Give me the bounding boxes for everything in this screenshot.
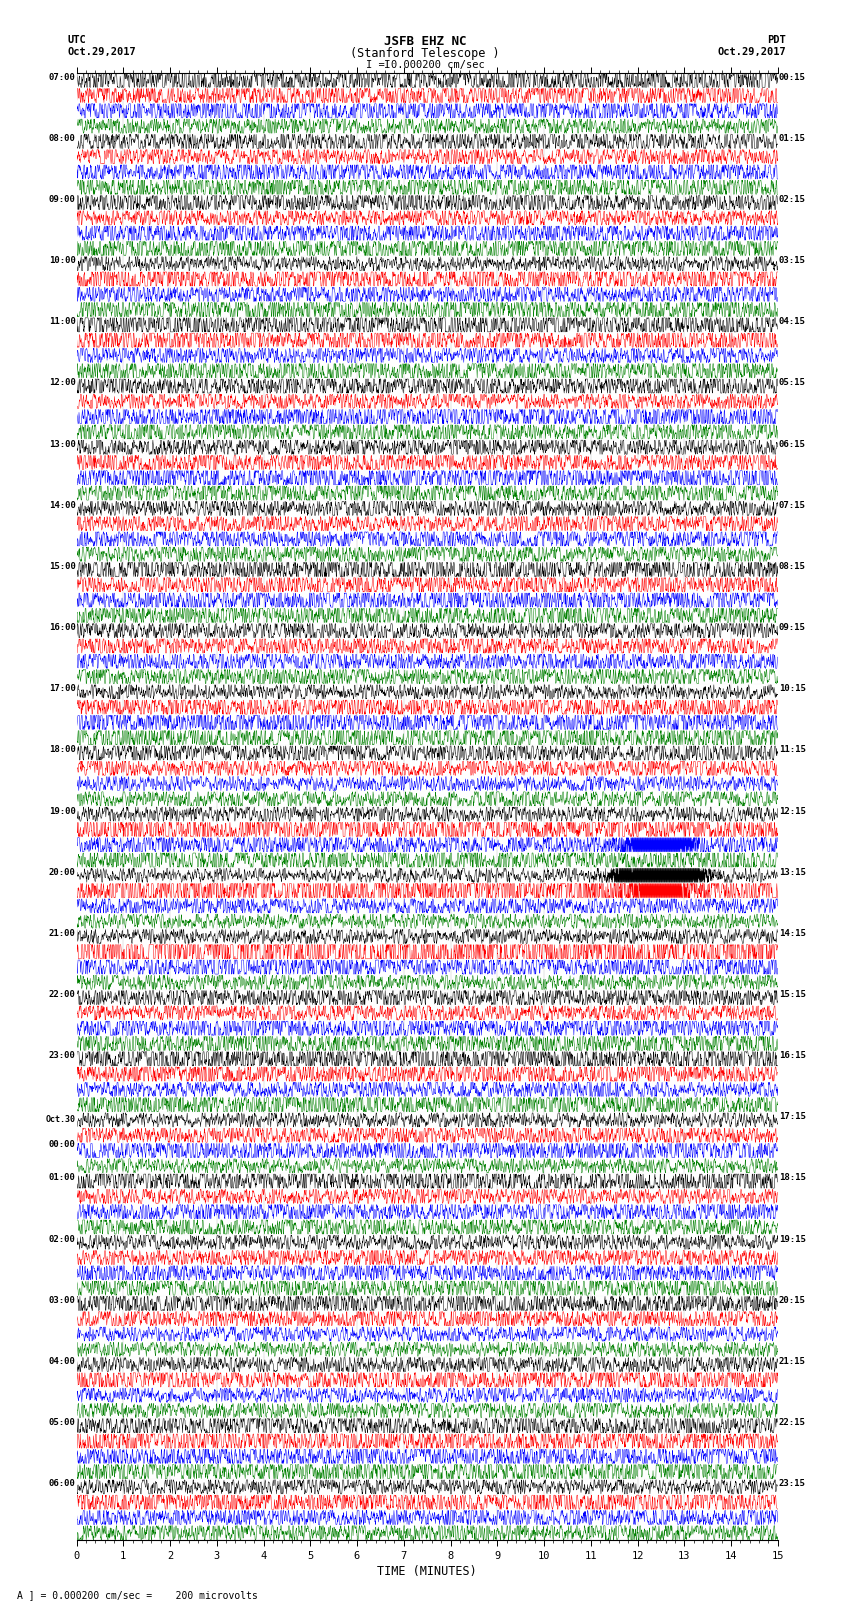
Text: 12:15: 12:15 <box>779 806 806 816</box>
Text: 20:00: 20:00 <box>48 868 76 876</box>
Text: 16:15: 16:15 <box>779 1052 806 1060</box>
Text: 00:00: 00:00 <box>48 1140 76 1148</box>
Text: 01:00: 01:00 <box>48 1174 76 1182</box>
Text: Oct.29,2017: Oct.29,2017 <box>68 47 137 56</box>
X-axis label: TIME (MINUTES): TIME (MINUTES) <box>377 1565 477 1578</box>
Text: 20:15: 20:15 <box>779 1295 806 1305</box>
Text: 22:15: 22:15 <box>779 1418 806 1428</box>
Text: 18:00: 18:00 <box>48 745 76 755</box>
Text: UTC: UTC <box>68 35 87 45</box>
Text: 13:15: 13:15 <box>779 868 806 876</box>
Text: 06:15: 06:15 <box>779 440 806 448</box>
Text: (Stanford Telescope ): (Stanford Telescope ) <box>350 47 500 60</box>
Text: 14:00: 14:00 <box>48 500 76 510</box>
Text: 04:15: 04:15 <box>779 318 806 326</box>
Text: 18:15: 18:15 <box>779 1174 806 1182</box>
Text: 05:15: 05:15 <box>779 379 806 387</box>
Text: A ] = 0.000200 cm/sec =    200 microvolts: A ] = 0.000200 cm/sec = 200 microvolts <box>17 1590 258 1600</box>
Text: 15:00: 15:00 <box>48 561 76 571</box>
Text: I: I <box>384 60 391 69</box>
Text: 19:00: 19:00 <box>48 806 76 816</box>
Text: 01:15: 01:15 <box>779 134 806 142</box>
Text: 05:00: 05:00 <box>48 1418 76 1428</box>
Text: 11:15: 11:15 <box>779 745 806 755</box>
Text: 16:00: 16:00 <box>48 623 76 632</box>
Text: 23:00: 23:00 <box>48 1052 76 1060</box>
Text: JSFB EHZ NC: JSFB EHZ NC <box>383 35 467 48</box>
Text: 17:00: 17:00 <box>48 684 76 694</box>
Text: 03:15: 03:15 <box>779 256 806 265</box>
Text: 15:15: 15:15 <box>779 990 806 998</box>
Text: I = 0.000200 cm/sec: I = 0.000200 cm/sec <box>366 60 484 69</box>
Text: 12:00: 12:00 <box>48 379 76 387</box>
Text: 10:00: 10:00 <box>48 256 76 265</box>
Text: 07:15: 07:15 <box>779 500 806 510</box>
Text: 08:15: 08:15 <box>779 561 806 571</box>
Text: 06:00: 06:00 <box>48 1479 76 1489</box>
Text: Oct.29,2017: Oct.29,2017 <box>717 47 786 56</box>
Text: 09:00: 09:00 <box>48 195 76 203</box>
Text: 04:00: 04:00 <box>48 1357 76 1366</box>
Text: 02:15: 02:15 <box>779 195 806 203</box>
Text: PDT: PDT <box>768 35 786 45</box>
Text: 11:00: 11:00 <box>48 318 76 326</box>
Text: Oct.30: Oct.30 <box>46 1115 76 1124</box>
Text: 13:00: 13:00 <box>48 440 76 448</box>
Text: 09:15: 09:15 <box>779 623 806 632</box>
Text: 02:00: 02:00 <box>48 1234 76 1244</box>
Text: 21:00: 21:00 <box>48 929 76 937</box>
Text: 23:15: 23:15 <box>779 1479 806 1489</box>
Text: 19:15: 19:15 <box>779 1234 806 1244</box>
Text: 22:00: 22:00 <box>48 990 76 998</box>
Text: 00:15: 00:15 <box>779 73 806 82</box>
Text: 03:00: 03:00 <box>48 1295 76 1305</box>
Text: 14:15: 14:15 <box>779 929 806 937</box>
Text: 10:15: 10:15 <box>779 684 806 694</box>
Text: 17:15: 17:15 <box>779 1113 806 1121</box>
Text: 08:00: 08:00 <box>48 134 76 142</box>
Text: 21:15: 21:15 <box>779 1357 806 1366</box>
Text: 07:00: 07:00 <box>48 73 76 82</box>
